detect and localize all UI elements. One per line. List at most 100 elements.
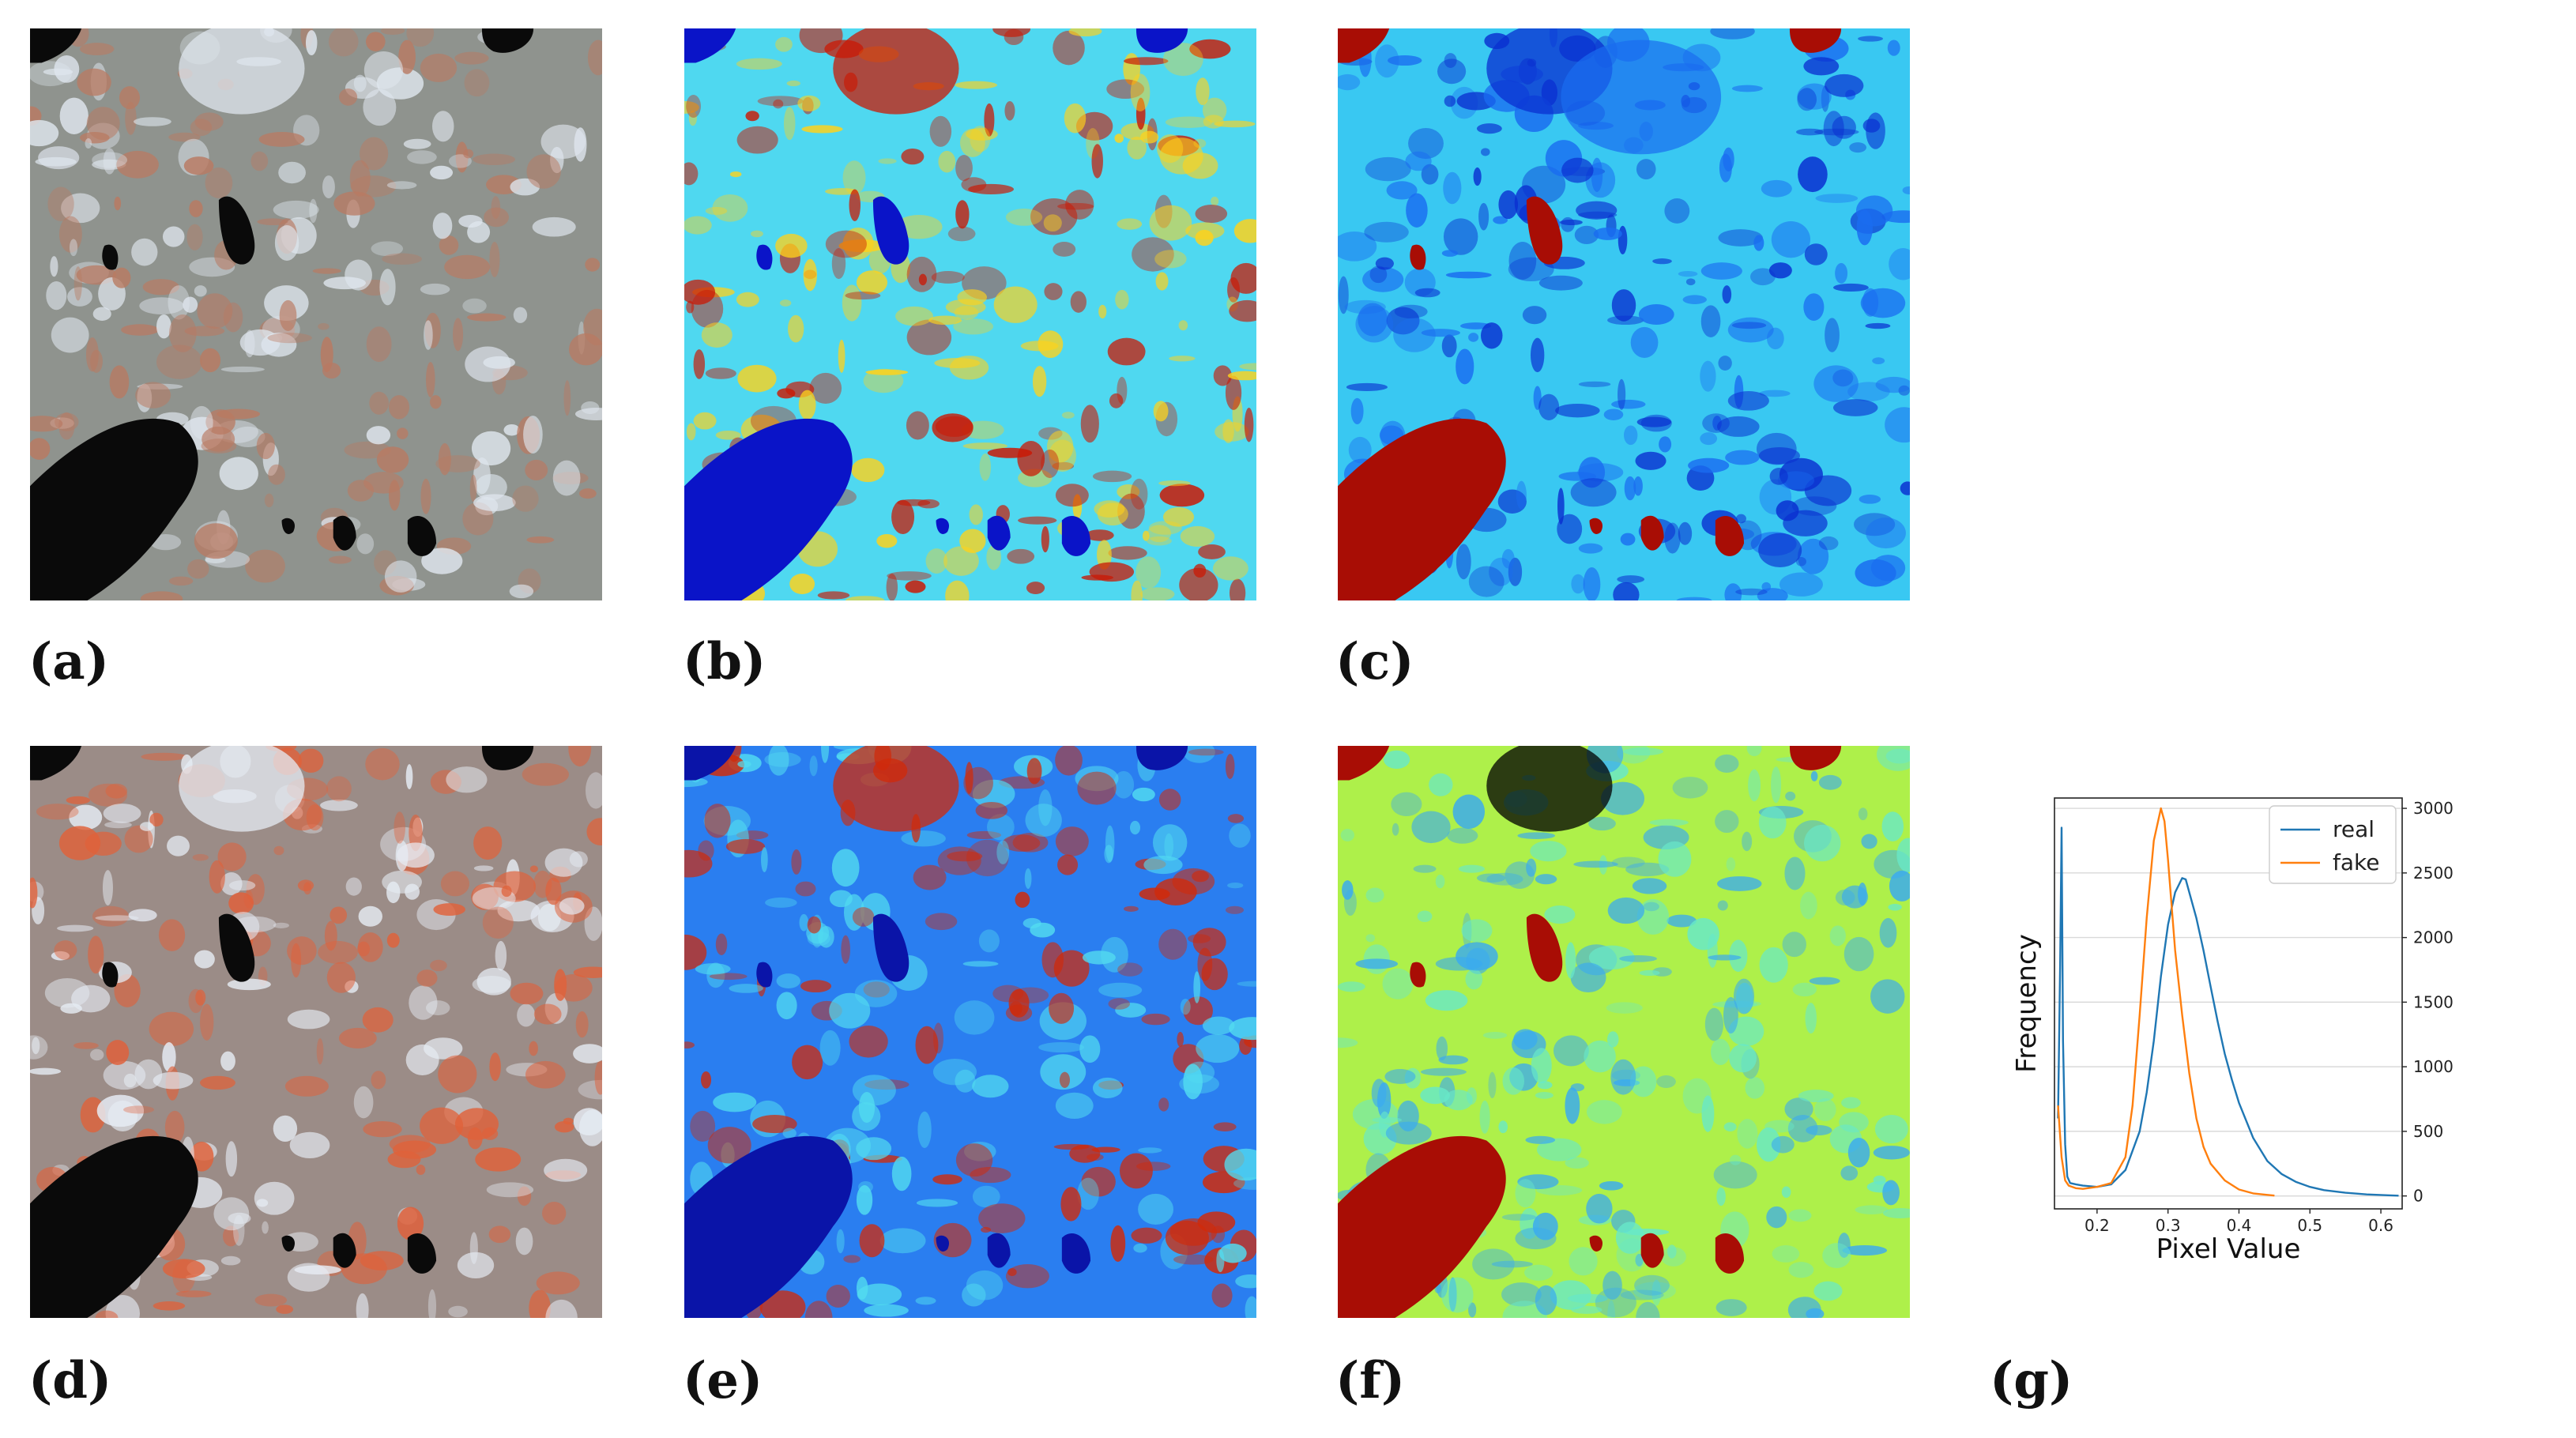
texture-patch xyxy=(878,158,897,164)
texture-patch xyxy=(363,88,397,126)
texture-patch xyxy=(1392,823,1399,836)
water-body xyxy=(333,515,356,551)
texture-patch xyxy=(540,124,586,160)
texture-patch xyxy=(1640,414,1672,432)
texture-patch xyxy=(1756,1127,1781,1162)
texture-patch xyxy=(841,935,850,964)
texture-patch xyxy=(1364,221,1409,243)
texture-patch xyxy=(954,1000,995,1035)
texture-patch xyxy=(843,1255,861,1263)
texture-patch xyxy=(954,306,979,320)
texture-patch xyxy=(1725,450,1760,465)
texture-patch xyxy=(1879,917,1897,948)
texture-patch xyxy=(495,940,507,971)
texture-patch xyxy=(918,273,927,286)
texture-patch xyxy=(1155,272,1169,291)
texture-patch xyxy=(1138,1193,1174,1225)
texture-patch xyxy=(322,362,341,379)
texture-patch xyxy=(838,339,845,373)
texture-patch xyxy=(752,1114,797,1134)
texture-patch xyxy=(1568,1293,1608,1304)
texture-patch xyxy=(863,981,890,998)
texture-patch xyxy=(852,907,875,927)
texture-patch xyxy=(1127,136,1147,160)
texture-patch xyxy=(357,941,371,957)
texture-patch xyxy=(1569,1247,1598,1276)
texture-patch xyxy=(968,183,1015,194)
texture-patch xyxy=(1055,826,1089,856)
texture-patch xyxy=(1113,770,1135,799)
texture-patch xyxy=(298,748,324,774)
texture-patch xyxy=(842,160,866,195)
texture-patch xyxy=(579,1109,602,1146)
texture-patch xyxy=(1728,1016,1764,1047)
texture-patch xyxy=(996,840,1010,864)
water-body xyxy=(936,1235,950,1252)
texture-patch xyxy=(579,488,597,499)
texture-patch xyxy=(1700,305,1721,337)
texture-patch xyxy=(1211,1225,1226,1244)
texture-patch xyxy=(1115,1003,1147,1018)
texture-patch xyxy=(729,171,742,178)
texture-patch xyxy=(544,848,583,877)
texture-patch xyxy=(1124,905,1139,912)
texture-patch xyxy=(59,97,89,134)
texture-patch xyxy=(200,1075,235,1090)
texture-patch xyxy=(219,457,258,491)
water-body xyxy=(987,1233,1011,1268)
texture-patch xyxy=(1098,982,1143,998)
y-axis-label: Frequency xyxy=(2011,934,2043,1073)
texture-patch xyxy=(273,1115,298,1142)
texture-patch xyxy=(1097,503,1128,526)
texture-patch xyxy=(1444,1090,1473,1111)
texture-patch xyxy=(700,1071,712,1089)
texture-patch xyxy=(1711,1038,1731,1065)
water-body xyxy=(1589,518,1603,534)
texture-patch xyxy=(563,1117,574,1125)
texture-patch xyxy=(318,322,330,330)
texture-patch xyxy=(1140,587,1175,600)
texture-patch xyxy=(1715,754,1739,774)
texture-patch xyxy=(1030,922,1056,938)
texture-patch xyxy=(1481,148,1490,156)
texture-patch xyxy=(1784,856,1806,890)
texture-patch xyxy=(1346,382,1388,392)
texture-patch xyxy=(1858,883,1867,905)
texture-patch xyxy=(1825,73,1864,97)
texture-patch xyxy=(1107,337,1146,366)
texture-patch xyxy=(709,973,748,981)
water-body xyxy=(684,746,736,781)
texture-patch xyxy=(1729,1154,1742,1165)
texture-patch xyxy=(1847,1137,1870,1168)
texture-patch xyxy=(102,870,113,905)
image-f-fake-heatmap-2 xyxy=(1338,746,1910,1318)
water-body xyxy=(281,1235,296,1252)
texture-patch xyxy=(1203,115,1224,129)
water-body xyxy=(333,1233,356,1268)
texture-patch xyxy=(1443,218,1478,255)
texture-patch xyxy=(1465,969,1483,990)
texture-patch xyxy=(1748,769,1761,802)
texture-patch xyxy=(1825,318,1840,352)
texture-patch xyxy=(1055,1092,1094,1120)
texture-patch xyxy=(104,821,132,829)
texture-patch xyxy=(356,533,375,555)
texture-patch xyxy=(843,894,865,931)
texture-patch xyxy=(1109,393,1124,408)
texture-patch xyxy=(1806,1125,1832,1136)
texture-patch xyxy=(1782,932,1806,958)
texture-patch xyxy=(366,326,392,363)
water-body xyxy=(218,196,255,265)
texture-patch xyxy=(1861,834,1877,849)
texture-patch xyxy=(421,548,463,574)
texture-patch xyxy=(1822,1243,1851,1269)
texture-patch xyxy=(1761,179,1792,198)
texture-patch xyxy=(58,826,101,860)
water-body xyxy=(281,518,296,534)
texture-patch xyxy=(1375,257,1394,270)
texture-patch xyxy=(1855,1205,1889,1214)
texture-patch xyxy=(1557,514,1583,544)
texture-patch xyxy=(1570,478,1617,507)
texture-patch xyxy=(1624,425,1638,446)
texture-patch xyxy=(473,153,515,166)
